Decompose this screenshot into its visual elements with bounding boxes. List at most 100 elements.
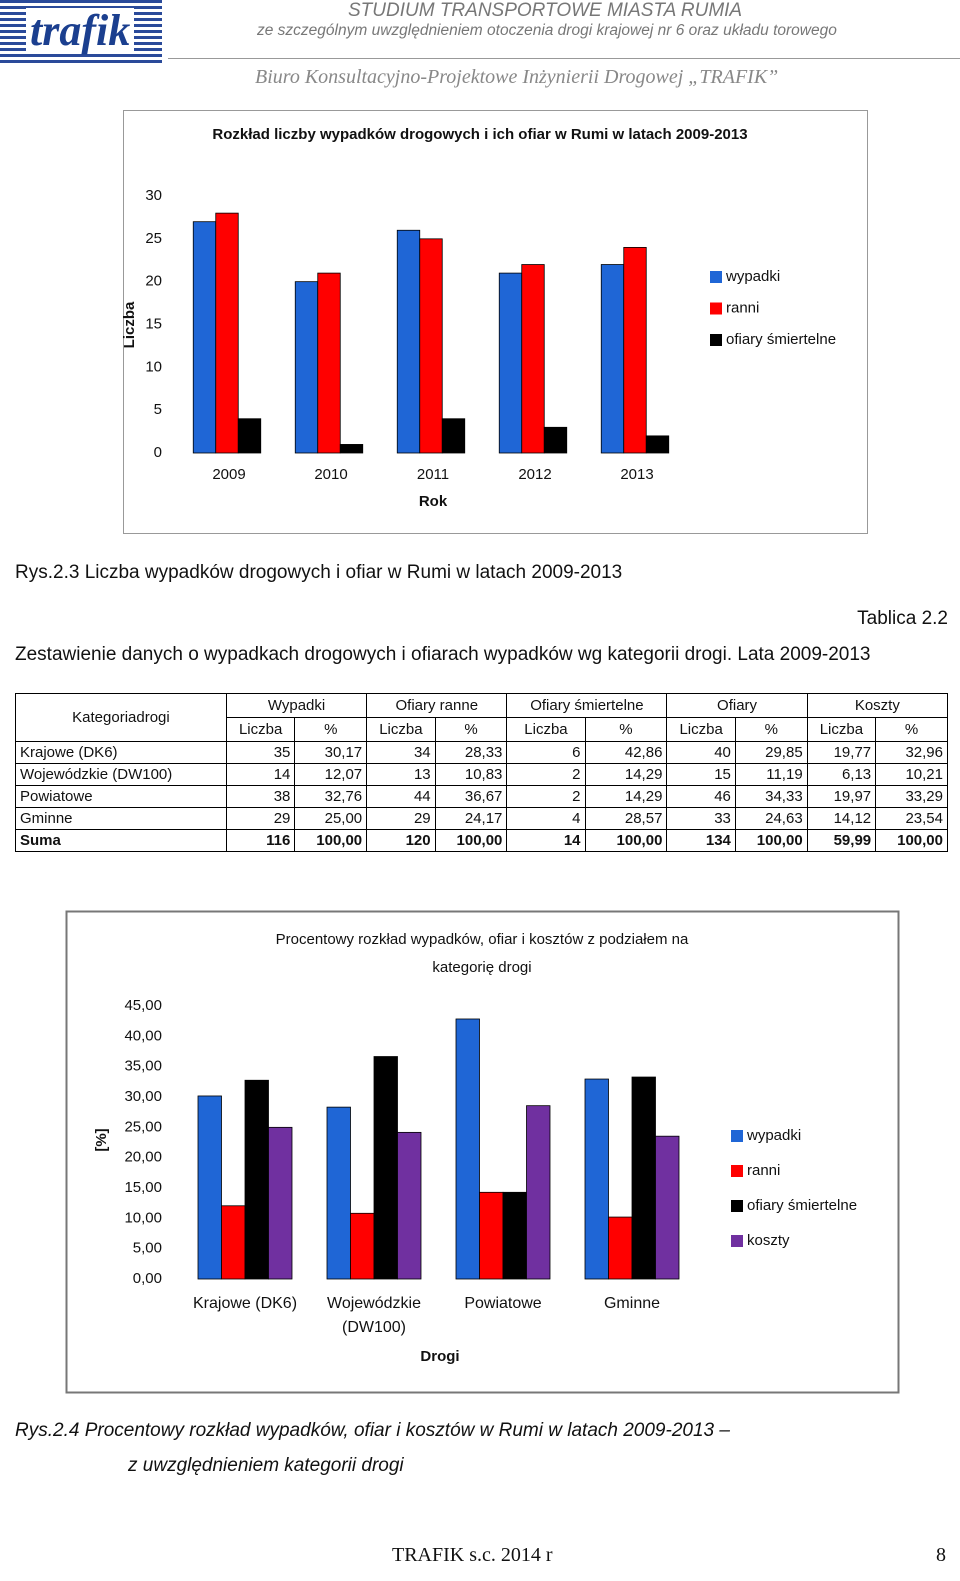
header-cell: Liczba [666,717,736,742]
data-table: Kategoriadrogi Wypadki Ofiary ranne Ofiary … [15,693,949,852]
table-cell: 14,29 [584,763,668,786]
bar [631,1076,656,1280]
bar [655,1135,680,1280]
page-number: 8 [936,1544,946,1566]
legend-label: ofiary śmiertelne [726,331,836,348]
legend-label: ranni [747,1162,780,1179]
chart-frame [123,110,868,534]
y-tick-label: 0,00 [133,1270,162,1287]
header-row: Kategoriadrogi Wypadki Ofiary ranne Ofiary … [15,693,949,742]
table-cell: 19,77 [806,741,877,764]
y-axis-title: [%] [93,1128,110,1151]
bar [608,1216,633,1280]
table-cell: Gminne [15,807,227,830]
y-tick-label: 0 [154,444,162,461]
x-tick-label: Powiatowe [464,1295,542,1312]
y-tick-label: 25 [145,230,162,247]
table-cell: 100,00 [584,829,668,852]
table-row: Gminne 29 25,00 29 24,17 4 28,57 33 24,63 14,12 23… [15,807,948,830]
legend-swatch [710,334,722,346]
header-rule [168,58,960,59]
header-cell: Ofiary ranne [366,693,508,718]
bar [373,1056,398,1280]
legend-swatch [731,1200,743,1212]
y-tick-label: 40,00 [124,1027,162,1044]
table-cell: 100,00 [875,829,948,852]
table-cell: Suma [15,829,227,852]
x-tick-label: 2010 [314,466,347,483]
bar [623,246,647,454]
header-cell: Liczba [225,717,296,742]
table-cell: 11,19 [734,763,808,786]
table-cell: 34,33 [734,785,808,808]
table-row: Suma 116 100,00 120 100,00 14 100,00 134 100,00 5… [15,829,948,852]
table-cell: 15 [666,763,736,786]
table-cell: 40 [666,741,736,764]
table-cell: 32,96 [875,741,948,764]
table-cell: 116 [225,829,296,852]
bar [197,1095,222,1280]
table-number: Tablica 2.2 [857,608,948,629]
y-tick-label: 10 [145,358,162,375]
bar [244,1079,269,1280]
y-tick-label: 20 [145,273,162,290]
x-tick-label: Krajowe (DK6) [192,1295,298,1312]
y-tick-label: 15,00 [124,1179,162,1196]
table-cell: 34 [366,741,436,764]
bar [455,1018,480,1280]
table-cell: 32,76 [294,785,368,808]
x-tick-label: 2012 [518,466,551,483]
table-row: Powiatowe 38 32,76 44 36,67 2 14,29 46 34,33 19,9… [15,785,948,808]
bar [192,221,217,454]
table-cell: 25,00 [294,807,368,830]
legend-label: ofiary śmiertelne [747,1197,857,1214]
table-cell: 28,33 [434,741,508,764]
y-tick-label: 25,00 [124,1118,162,1135]
bar [237,418,262,454]
table-cell: 6 [506,741,586,764]
x-axis-title: Drogi [420,1348,459,1365]
caption: Rys.2.4 Procentowy rozkład wypadków, ofi… [15,1420,730,1441]
table-cell: 23,54 [875,807,948,830]
x-tick-label: 2009 [212,466,245,483]
y-tick-label: 20,00 [124,1149,162,1166]
bar [339,444,364,454]
chart-title: Procentowy rozkład wypadków, ofiar i kos… [276,931,689,976]
x-tick-label: Wojewódzkie (DW100) [327,1295,421,1336]
table-cell: 28,57 [584,807,668,830]
table-cell: 33 [666,807,736,830]
bar [397,1131,422,1280]
table-cell: 134 [666,829,736,852]
table-cell: 59,99 [806,829,877,852]
header-cell: Liczba [366,717,436,742]
bar [526,1105,551,1280]
header-cell: Liczba [506,717,586,742]
table-cell: 2 [506,785,586,808]
legend-swatch [731,1235,743,1247]
header-cell: Kategoriadrogi [15,693,227,742]
bar [600,264,625,454]
legend-swatch [710,271,722,283]
table-cell: 10,83 [434,763,508,786]
legend-swatch [710,302,722,315]
bar [215,212,239,454]
legend-label: koszty [747,1232,790,1249]
x-axis-title: Rok [419,493,448,510]
header-cell: % [584,717,668,742]
y-tick-label: 45,00 [124,997,162,1014]
table-cell: 42,86 [584,741,668,764]
header-cell: Ofiary śmiertelne [506,693,668,718]
table-cell: 2 [506,763,586,786]
header-cell: % [434,717,508,742]
footer-text: TRAFIK s.c. 2014 r [392,1544,553,1566]
header-title: STUDIUM TRANSPORTOWE MIASTA RUMIA [348,0,743,21]
table-cell: 100,00 [434,829,508,852]
caption: z uwzględnieniem kategorii drogi [128,1455,404,1476]
table-cell: 36,67 [434,785,508,808]
header-cell: Liczba [806,717,877,742]
table-cell: 19,97 [806,785,877,808]
legend-swatch [731,1130,743,1142]
header-cell: Wypadki [225,693,368,718]
